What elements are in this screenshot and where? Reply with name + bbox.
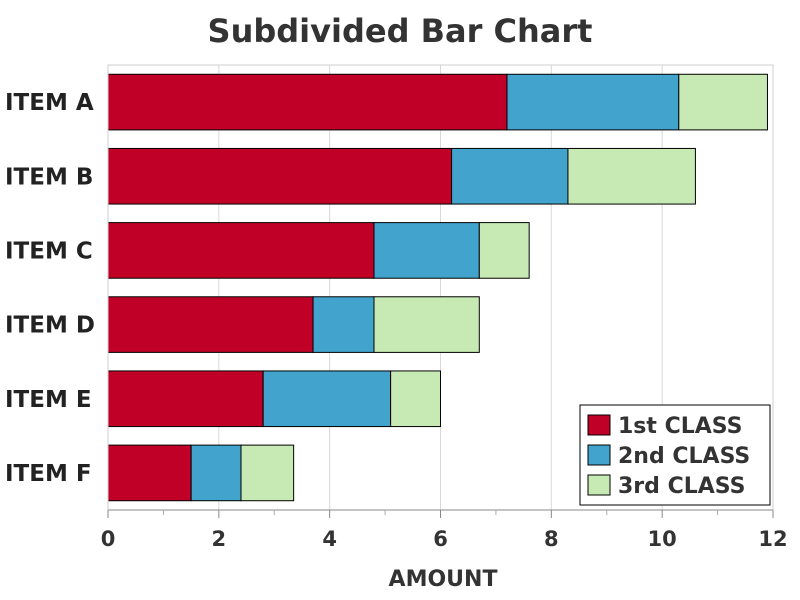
category-labels: ITEM A ITEM B ITEM C ITEM D ITEM E ITEM F <box>5 90 95 487</box>
legend-label: 1st CLASS <box>618 414 742 439</box>
legend-swatch <box>587 474 611 496</box>
bar-segment-item-b-series-2 <box>451 147 569 205</box>
bar-segment-item-e-series-2 <box>262 370 392 428</box>
bar-segment-item-c-series-3 <box>478 222 530 279</box>
bar-segment-item-a-series-3 <box>678 73 768 131</box>
x-tick-label: 10 <box>648 527 677 551</box>
x-tick-label: 0 <box>101 527 116 551</box>
bar-segment-item-e-series-1 <box>107 370 264 428</box>
x-tick-label: 6 <box>433 527 448 551</box>
category-label: ITEM A <box>5 90 94 116</box>
legend-swatch <box>587 444 611 466</box>
bar-segment-item-a-series-1 <box>107 73 508 131</box>
bar-segment-item-d-series-1 <box>107 296 314 353</box>
bar-segment-item-c-series-1 <box>107 222 375 279</box>
category-label: ITEM E <box>5 387 92 413</box>
x-axis-ticks: 0 2 4 6 8 10 12 <box>101 509 788 551</box>
x-tick-label: 4 <box>322 527 337 551</box>
bar-segment-item-f-series-1 <box>107 444 192 502</box>
category-label: ITEM D <box>5 313 95 339</box>
legend-label: 3rd CLASS <box>618 474 745 499</box>
bar-segment-item-b-series-1 <box>107 147 453 205</box>
x-tick-label: 8 <box>544 527 559 551</box>
x-tick-label: 12 <box>758 527 787 551</box>
bar-segment-item-d-series-3 <box>373 296 480 353</box>
bar-segment-item-d-series-2 <box>312 296 375 353</box>
category-label: ITEM F <box>5 461 92 487</box>
grid-lines <box>218 65 663 510</box>
legend-swatch <box>587 414 611 436</box>
bar-segment-item-b-series-3 <box>567 147 696 205</box>
x-axis-label: AMOUNT <box>389 567 498 592</box>
bar-segment-item-f-series-3 <box>240 444 295 502</box>
category-label: ITEM C <box>5 238 93 264</box>
chart-title: Subdivided Bar Chart <box>208 12 593 50</box>
x-tick-label: 2 <box>212 527 227 551</box>
bar-segment-item-f-series-2 <box>190 444 242 502</box>
legend-label: 2nd CLASS <box>618 444 750 469</box>
legend: 1st CLASS 2nd CLASS 3rd CLASS <box>579 404 771 506</box>
bar-segment-item-a-series-2 <box>506 73 680 131</box>
legend-box <box>579 404 771 506</box>
bars-group <box>107 73 768 502</box>
bar-segment-item-e-series-3 <box>390 370 441 428</box>
category-label: ITEM B <box>5 164 93 190</box>
bar-segment-item-c-series-2 <box>373 222 480 279</box>
